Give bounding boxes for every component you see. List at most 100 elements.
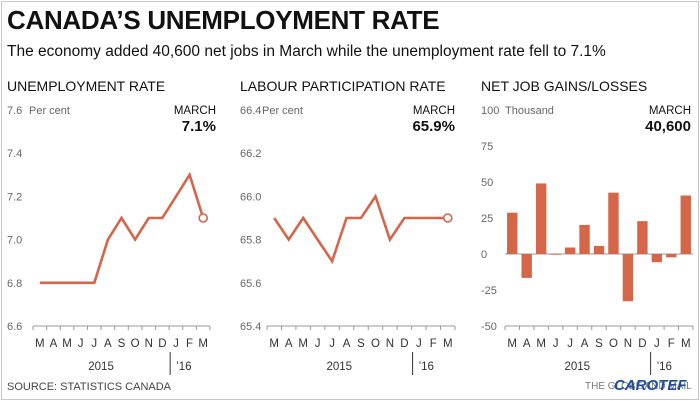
chart3-bar xyxy=(680,195,691,254)
chart3-month-label: M xyxy=(507,338,517,350)
chart1-month-label: M xyxy=(62,338,72,350)
chart1-month-label: M xyxy=(198,338,208,350)
chart3-bar xyxy=(535,183,547,254)
chart1-callout-value: 7.1% xyxy=(182,118,216,135)
chart1-month-label: S xyxy=(118,338,126,350)
chart3-bar xyxy=(622,254,634,302)
chart1-ytick-label: 6.8 xyxy=(7,278,22,290)
chart3-month-label: O xyxy=(609,338,618,350)
chart1-month-label: J xyxy=(78,338,84,350)
chart1-month-label: O xyxy=(131,338,140,350)
chart1-year-label: 2015 xyxy=(88,361,114,373)
chart3-bar xyxy=(593,245,605,254)
chart2-month-label: A xyxy=(285,338,293,350)
chart1-ytick-label: 7.4 xyxy=(7,148,22,160)
chart1-month-label: A xyxy=(104,338,112,350)
chart2-month-label: M xyxy=(298,338,308,350)
chart2-ytick-label: 66.2 xyxy=(240,148,261,160)
chart2-year-label: ’16 xyxy=(419,361,434,373)
watermark-logo: CAROTEF xyxy=(614,377,687,394)
chart3-bar xyxy=(507,212,518,254)
chart1-ytick-label: 7.6 xyxy=(7,105,22,117)
chart3-month-label: D xyxy=(638,338,646,350)
chart3-bar xyxy=(637,221,648,254)
chart3-month-label: J xyxy=(567,338,573,350)
chart3-bar xyxy=(550,253,561,255)
chart2-ytick-label: 65.8 xyxy=(240,235,261,247)
chart2-month-label: M xyxy=(443,338,453,350)
chart3-ytick-label: 75 xyxy=(481,141,493,153)
chart2-unit-label: Per cent xyxy=(262,105,303,117)
chart2-month-label: D xyxy=(400,338,408,350)
chart3-month-label: A xyxy=(581,338,589,350)
chart3-callout-value: 40,600 xyxy=(645,118,691,135)
chart3-month-label: N xyxy=(624,338,632,350)
chart2-month-label: F xyxy=(430,338,437,350)
chart1-month-label: J xyxy=(91,338,97,350)
chart2-year-label: 2015 xyxy=(327,361,353,373)
chart2-last-point-marker xyxy=(442,213,453,223)
chart2-month-label: S xyxy=(357,338,365,350)
chart2-month-label: J xyxy=(416,338,422,350)
chart2-title: LABOUR PARTICIPATION RATE xyxy=(240,78,446,94)
chart3-title: NET JOB GAINS/LOSSES xyxy=(481,78,647,94)
chart3-ytick-label: 0 xyxy=(481,249,487,261)
chart2-series-line xyxy=(273,193,448,265)
chart1-month-label: M xyxy=(35,338,45,350)
chart2-month-label: A xyxy=(343,338,351,350)
chart3-month-label: F xyxy=(668,338,675,350)
chart3-ytick-label: 50 xyxy=(481,177,493,189)
chart1-month-label: A xyxy=(50,338,58,350)
chart2-callout-label: MARCH xyxy=(413,105,455,117)
chart3-bar xyxy=(521,254,532,278)
chart3-month-label: J xyxy=(553,338,559,350)
chart1-month-label: J xyxy=(173,338,179,350)
chart2-month-label: J xyxy=(329,338,335,350)
chart3-bar xyxy=(608,192,619,254)
chart2-ytick-label: 66.4 xyxy=(240,105,261,117)
chart1-month-label: N xyxy=(145,338,153,350)
chart1-month-label: D xyxy=(158,338,166,350)
chart3-bar xyxy=(651,254,663,263)
page-subtitle: The economy added 40,600 net jobs in Mar… xyxy=(7,43,606,60)
chart2-ytick-label: 66.0 xyxy=(240,191,261,203)
page-title: CANADA’S UNEMPLOYMENT RATE xyxy=(7,5,440,35)
chart1-last-point-marker xyxy=(198,213,208,223)
source-note: SOURCE: STATISTICS CANADA xyxy=(7,381,172,393)
chart3-year-label: 2015 xyxy=(565,361,591,373)
chart1-ytick-label: 6.6 xyxy=(7,321,22,333)
chart3-month-label: A xyxy=(523,338,531,350)
chart3-ytick-label: -25 xyxy=(481,285,497,297)
chart3-bar xyxy=(666,254,677,258)
chart1-year-label: ’16 xyxy=(176,361,191,373)
chart1-unit-label: Per cent xyxy=(29,105,70,117)
chart2-month-label: N xyxy=(386,338,394,350)
chart2-month-label: M xyxy=(269,338,279,350)
chart2-callout-value: 65.9% xyxy=(412,118,455,135)
chart1-ytick-label: 7.2 xyxy=(7,191,22,203)
chart3-ytick-label: -50 xyxy=(481,321,497,333)
chart1-month-label: F xyxy=(186,338,193,350)
chart1-ytick-label: 7.0 xyxy=(7,235,22,247)
chart2-month-label: O xyxy=(371,338,380,350)
chart1-callout-label: MARCH xyxy=(174,105,216,117)
chart3-unit-label: Thousand xyxy=(505,105,554,117)
chart3-year-label: ’16 xyxy=(657,361,672,373)
chart3-month-label: M xyxy=(536,338,546,350)
chart3-month-label: M xyxy=(681,338,691,350)
chart3-month-label: J xyxy=(654,338,660,350)
chart2-ytick-label: 65.4 xyxy=(240,321,261,333)
chart3-month-label: S xyxy=(595,338,603,350)
credit-text: THE GLOBE AND MAIL xyxy=(585,381,692,392)
chart2-month-label: J xyxy=(315,338,321,350)
chart3-ytick-label: 25 xyxy=(481,213,493,225)
chart3-callout-label: MARCH xyxy=(649,105,691,117)
chart1-title: UNEMPLOYMENT RATE xyxy=(7,78,165,94)
chart1-series-line xyxy=(39,171,205,285)
chart3-ytick-label: 100 xyxy=(481,105,499,117)
chart2-ytick-label: 65.6 xyxy=(240,278,261,290)
chart3-bar xyxy=(564,247,576,254)
chart3-bar xyxy=(579,224,590,254)
